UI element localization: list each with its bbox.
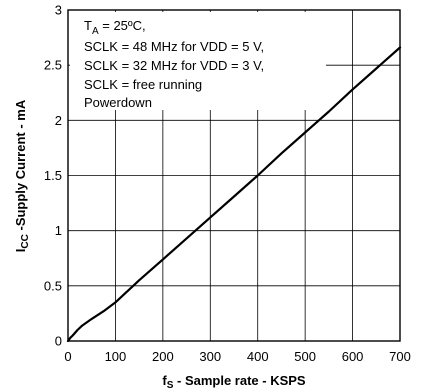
annotation-line-2: SCLK = 48 MHz for VDD = 5 V, (84, 39, 264, 54)
y-tick-label: 3 (55, 3, 62, 18)
x-tick-label: 700 (389, 349, 411, 364)
x-tick-label: 200 (152, 349, 174, 364)
x-tick-label: 300 (199, 349, 221, 364)
annotation-line-1: TA = 25ºC, (84, 18, 146, 37)
supply-current-line (66, 46, 402, 343)
y-axis-title: ICC -Supply Current - mA (13, 99, 31, 252)
y-tick-label: 1.5 (44, 168, 62, 183)
annotation-backdrop (70, 12, 326, 110)
annotation-box: TA = 25ºC, SCLK = 48 MHz for VDD = 5 V, … (84, 18, 264, 110)
x-tick-label: 0 (64, 349, 71, 364)
y-tick-label: 0 (55, 334, 62, 349)
y-tick-label: 0.5 (44, 278, 62, 293)
series (66, 46, 402, 343)
x-tick-label: 400 (247, 349, 269, 364)
x-tick-label: 500 (294, 349, 316, 364)
y-tick-label: 2.5 (44, 58, 62, 73)
x-tick-label: 600 (342, 349, 364, 364)
y-tick-label: 1 (55, 223, 62, 238)
annotation-line-4: SCLK = free running (84, 77, 202, 92)
annotation-line-3: SCLK = 32 MHz for VDD = 3 V, (84, 58, 264, 73)
x-axis-title: fS - Sample rate - KSPS (162, 373, 306, 391)
ticks: 0 100 200 300 400 500 600 700 0 0.5 1 1.5 2 2.5 3 (44, 3, 411, 365)
y-tick-label: 2 (55, 113, 62, 128)
x-tick-label: 100 (105, 349, 127, 364)
plot-frame (67, 9, 401, 342)
annotation-line-5: Powerdown (84, 95, 152, 110)
